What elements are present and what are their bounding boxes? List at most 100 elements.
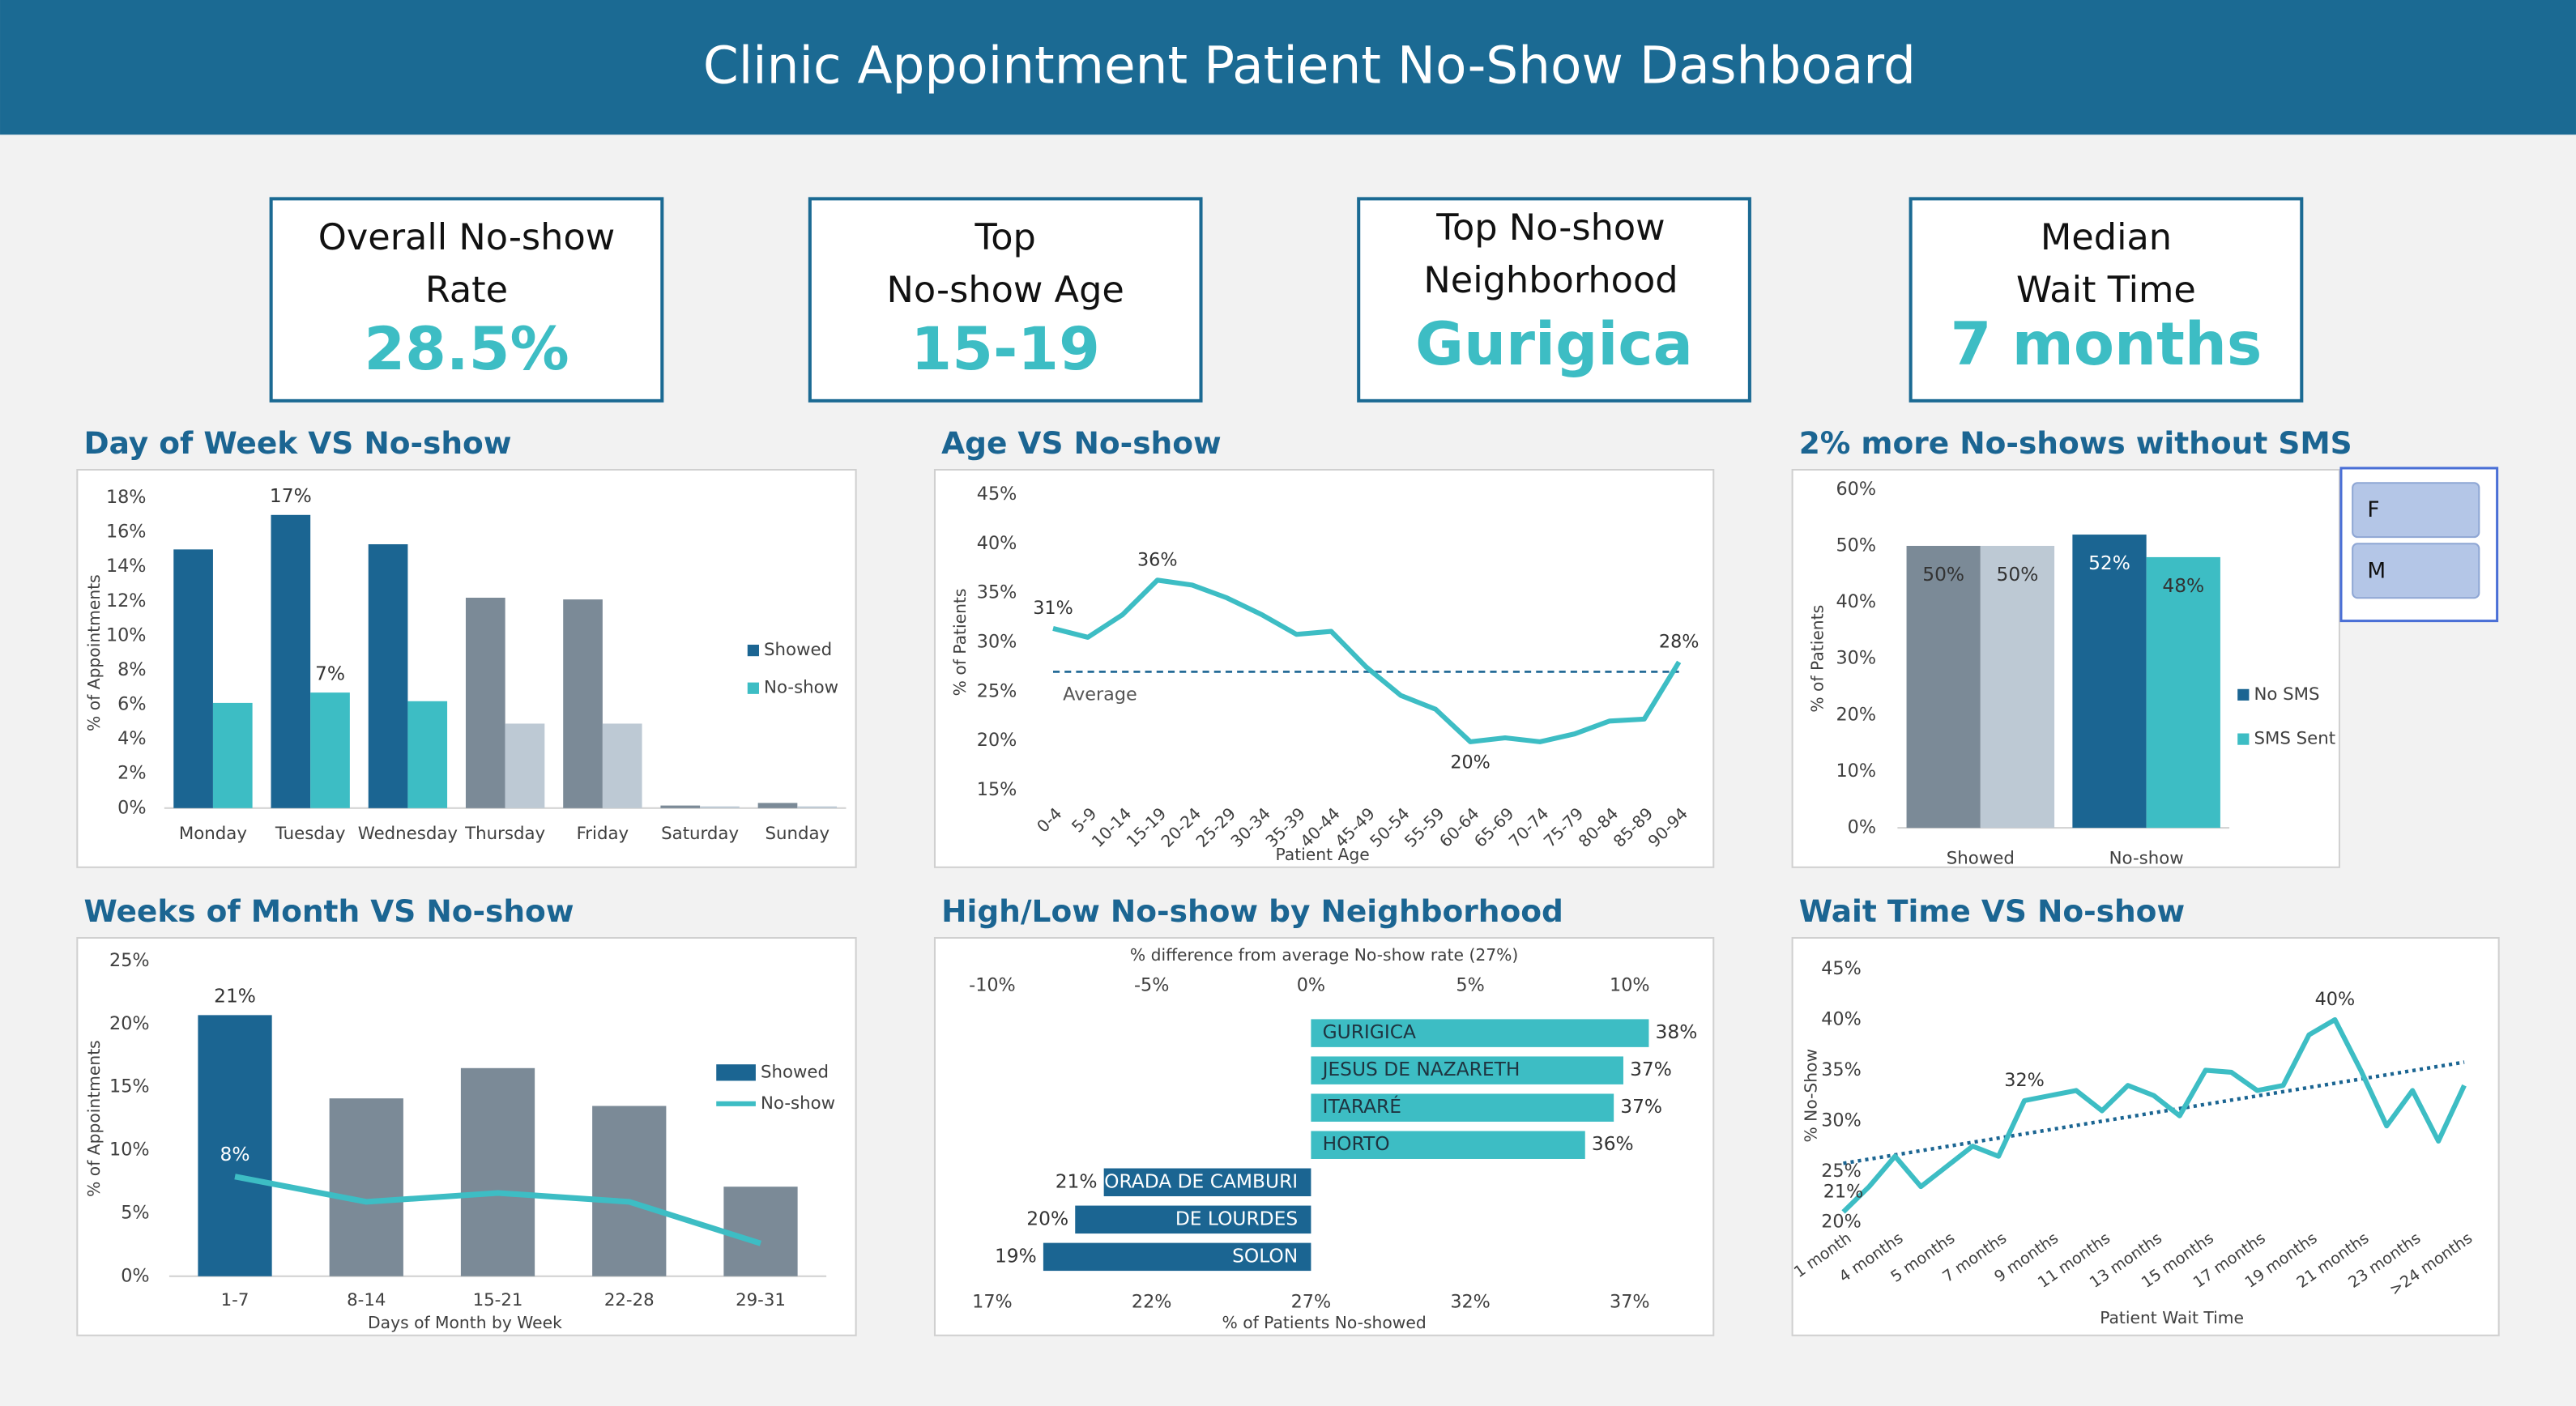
x-tick-label: Monday (179, 824, 247, 844)
x-tick-label: Friday (577, 824, 629, 844)
y-tick-label: 50% (1836, 535, 1876, 556)
bar (1103, 1168, 1311, 1197)
bar (271, 514, 311, 808)
data-label: 36% (1137, 549, 1178, 570)
header-bar (0, 0, 2576, 135)
data-label: 19% (995, 1245, 1037, 1267)
x-tick-label: 8-14 (347, 1290, 386, 1310)
y-tick-label: 25% (977, 680, 1017, 701)
y-tick-label: 20% (1821, 1211, 1862, 1232)
x-tick-label: 17% (972, 1292, 1013, 1313)
legend-label: No-show (764, 678, 838, 698)
gender-slicer: F M (2339, 467, 2499, 623)
slicer-button[interactable] (2352, 543, 2480, 599)
bar (2072, 535, 2147, 829)
line-series (1052, 577, 1682, 744)
chart-panel (1791, 469, 2340, 868)
legend-swatch (2237, 688, 2250, 701)
data-label: 21% (1056, 1170, 1098, 1192)
chart-panel (1791, 936, 2500, 1336)
y-tick-label: 40% (1836, 591, 1876, 612)
bar (1311, 1093, 1614, 1122)
bar (1075, 1205, 1311, 1234)
data-label: 38% (1656, 1021, 1698, 1043)
y-tick-label: 40% (1821, 1009, 1862, 1030)
bar (465, 598, 505, 808)
data-label: 8% (220, 1144, 250, 1165)
bar-category-label: GURIGICA (1323, 1021, 1416, 1043)
legend-label: SMS Sent (2254, 729, 2335, 749)
y-tick-label: 30% (977, 631, 1017, 652)
x-axis-title: Days of Month by Week (368, 1313, 562, 1332)
y-tick-label: 15% (109, 1076, 150, 1097)
data-label: 28% (1659, 631, 1700, 652)
y-tick-label: 0% (121, 1265, 149, 1286)
x-tick-label: Wednesday (358, 824, 458, 844)
chart-title: Weeks of Month VS No-show (83, 893, 574, 929)
kpi-label: Wait Time (2016, 269, 2196, 311)
kpi-label: Median (2041, 216, 2172, 258)
chart-title: Age VS No-show (941, 425, 1222, 461)
y-tick-label: 8% (117, 659, 146, 680)
y-axis-title: % of Appointments (84, 574, 104, 731)
y-tick-label: 45% (977, 484, 1017, 505)
bar (1906, 545, 1981, 829)
x-tick-label: Tuesday (275, 824, 346, 844)
kpi-value: 15-19 (911, 315, 1099, 384)
bar (592, 1106, 667, 1276)
bar (1043, 1242, 1311, 1272)
y-tick-label: 16% (106, 522, 147, 543)
bar (1311, 1019, 1649, 1047)
kpi-card: Top No-show Age 15-19 (808, 197, 1203, 403)
slicer-label[interactable]: M (2367, 559, 2386, 583)
y-tick-label: 2% (117, 763, 146, 784)
kpi-box (1357, 197, 1751, 403)
y-tick-label: 20% (977, 730, 1017, 751)
y-axis-title: % of Patients (950, 589, 970, 697)
legend-swatch (716, 1064, 756, 1081)
bar (368, 543, 408, 808)
reference-label: Average (1063, 684, 1137, 705)
y-tick-label: 10% (109, 1140, 150, 1161)
y-tick-label: 45% (1821, 958, 1862, 979)
kpi-card: Top No-show Neighborhood Gurigica (1357, 197, 1751, 403)
legend-swatch (747, 682, 759, 694)
slicer-button[interactable] (2352, 482, 2480, 539)
y-tick-label: 40% (977, 533, 1017, 554)
y-tick-label: 5% (121, 1202, 149, 1223)
x2-tick-label: -5% (1134, 974, 1169, 995)
x-tick-label: 1-7 (221, 1290, 249, 1310)
data-label: 50% (1997, 564, 2039, 586)
chart-title: High/Low No-show by Neighborhood (941, 893, 1563, 929)
kpi-card: Median Wait Time 7 months (1909, 197, 2304, 403)
y-tick-label: 35% (1821, 1059, 1862, 1080)
slicer-label[interactable]: F (2367, 498, 2379, 522)
y-axis-title: % No-Show (1801, 1049, 1820, 1143)
slicer-item[interactable]: F (2352, 482, 2480, 539)
bar (212, 702, 253, 808)
bar-category-label: ITARARÉ (1323, 1095, 1401, 1118)
y-tick-label: 60% (1836, 479, 1876, 500)
y-tick-label: 4% (117, 728, 146, 749)
data-label: 50% (1922, 564, 1964, 586)
y-tick-label: 18% (106, 487, 147, 508)
data-label: 20% (1026, 1208, 1068, 1229)
data-label: 40% (2315, 989, 2356, 1010)
slicer-item[interactable]: M (2352, 543, 2480, 599)
data-label: 7% (315, 663, 345, 684)
line-series (234, 1174, 762, 1246)
bar (1311, 1131, 1585, 1159)
bar (797, 806, 838, 808)
data-label: 31% (1033, 598, 1073, 619)
bar (602, 723, 642, 808)
bar-category-label: SOLON (1232, 1245, 1298, 1267)
x2-tick-label: 10% (1610, 974, 1650, 995)
trend-line (1843, 1060, 2465, 1165)
x-tick-label: 22% (1132, 1292, 1172, 1313)
bar (1311, 1056, 1623, 1084)
chart-panel (933, 469, 1715, 868)
bar (460, 1067, 535, 1276)
x-axis-title: Patient Age (1275, 845, 1369, 864)
